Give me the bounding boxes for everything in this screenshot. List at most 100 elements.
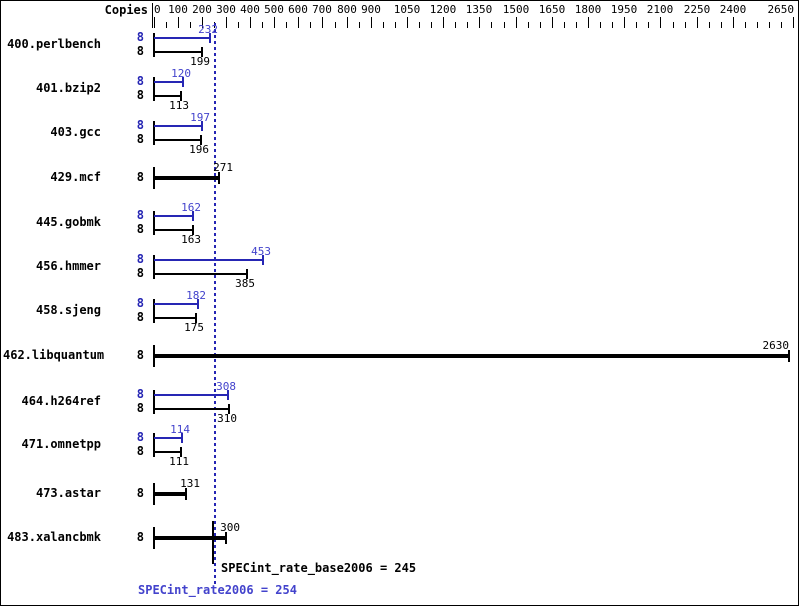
base-bar-end-cap xyxy=(201,47,203,57)
x-axis-major-tick xyxy=(322,17,323,28)
bar-start-cap xyxy=(153,77,155,101)
x-axis-minor-tick xyxy=(769,22,770,28)
base-bar-end-cap xyxy=(180,447,182,457)
peak-bar xyxy=(154,37,210,39)
base-bar xyxy=(154,536,226,540)
x-axis-major-tick xyxy=(407,17,408,28)
x-axis-tick-label: 2650 xyxy=(767,3,795,16)
copies-value-peak: 8 xyxy=(136,30,144,44)
x-axis-major-tick xyxy=(226,17,227,28)
base-metric-line xyxy=(212,521,214,564)
bar-start-cap xyxy=(153,299,155,323)
peak-bar xyxy=(154,394,228,396)
benchmark-label: 400.perlbench xyxy=(7,37,101,51)
base-value-label: 196 xyxy=(189,143,209,156)
copies-value-peak: 8 xyxy=(136,208,144,222)
x-axis-tick-label: 1350 xyxy=(465,3,493,16)
x-axis-minor-tick xyxy=(528,22,529,28)
x-axis-tick-label: 500 xyxy=(264,3,284,16)
benchmark-label: 445.gobmk xyxy=(35,215,101,229)
x-axis-tick-label: 700 xyxy=(312,3,332,16)
base-value-label: 113 xyxy=(169,99,189,112)
peak-bar-end-cap xyxy=(182,77,184,87)
x-axis-minor-tick xyxy=(359,22,360,28)
peak-value-label: 120 xyxy=(171,67,191,80)
x-axis-minor-tick xyxy=(673,22,674,28)
x-axis-major-tick xyxy=(298,17,299,28)
copies-value: 8 xyxy=(136,530,144,544)
peak-bar-end-cap xyxy=(209,33,211,43)
x-axis-major-tick xyxy=(250,17,251,28)
base-bar xyxy=(154,51,202,53)
x-axis-major-tick xyxy=(697,17,698,28)
peak-bar-end-cap xyxy=(197,299,199,309)
peak-value-label: 308 xyxy=(216,380,236,393)
bar-end-cap xyxy=(218,172,220,184)
peak-value-label: 197 xyxy=(190,111,210,124)
peak-value-label: 232 xyxy=(198,23,218,36)
copies-value-peak: 8 xyxy=(136,430,144,444)
peak-value-label: 114 xyxy=(170,423,190,436)
peak-bar xyxy=(154,303,198,305)
base-bar-end-cap xyxy=(228,404,230,414)
x-axis-tick-label: 2100 xyxy=(646,3,674,16)
x-axis-tick-label: 300 xyxy=(216,3,236,16)
x-axis-tick-label: 800 xyxy=(337,3,357,16)
x-axis-tick-label: 2400 xyxy=(719,3,747,16)
peak-value-label: 453 xyxy=(251,245,271,258)
bar-start-cap xyxy=(153,211,155,235)
x-axis-major-tick xyxy=(443,17,444,28)
peak-bar-end-cap xyxy=(192,211,194,221)
x-axis-minor-tick xyxy=(431,22,432,28)
base-bar-end-cap xyxy=(246,269,248,279)
copies-value-base: 8 xyxy=(136,266,144,280)
benchmark-label: 429.mcf xyxy=(50,170,101,184)
x-axis-tick-label: 100 xyxy=(168,3,188,16)
x-axis-tick-label: 1500 xyxy=(502,3,530,16)
x-axis-minor-tick xyxy=(467,22,468,28)
benchmark-label: 458.sjeng xyxy=(35,303,101,317)
x-axis-major-tick xyxy=(154,17,155,28)
x-axis-minor-tick xyxy=(600,22,601,28)
base-bar xyxy=(154,273,247,275)
peak-bar xyxy=(154,125,202,127)
base-bar xyxy=(154,492,186,496)
base-value-label: 300 xyxy=(220,521,240,534)
copies-value: 8 xyxy=(136,170,144,184)
x-axis-major-tick xyxy=(479,17,480,28)
copies-value-peak: 8 xyxy=(136,387,144,401)
x-axis-tick-label: 2250 xyxy=(683,3,711,16)
copies-value-peak: 8 xyxy=(136,74,144,88)
x-axis-minor-tick xyxy=(190,22,191,28)
x-axis-major-tick xyxy=(793,17,794,28)
base-value-label: 175 xyxy=(184,321,204,334)
x-axis-tick-label: 0 xyxy=(154,3,161,16)
x-axis-minor-tick xyxy=(612,22,613,28)
x-axis-major-tick xyxy=(178,17,179,28)
x-axis-minor-tick xyxy=(238,22,239,28)
peak-bar-end-cap xyxy=(201,121,203,131)
x-axis-major-tick xyxy=(733,17,734,28)
x-axis-minor-tick xyxy=(576,22,577,28)
copies-value-base: 8 xyxy=(136,222,144,236)
x-axis-tick-label: 1950 xyxy=(610,3,638,16)
peak-bar-end-cap xyxy=(181,433,183,443)
copies-value-base: 8 xyxy=(136,88,144,102)
base-bar-end-cap xyxy=(200,135,202,145)
base-bar xyxy=(154,451,181,453)
bar-start-cap xyxy=(153,433,155,457)
x-axis-minor-tick xyxy=(564,22,565,28)
x-axis-major-tick xyxy=(660,17,661,28)
benchmark-label: 483.xalancbmk xyxy=(7,530,101,544)
bar-end-cap xyxy=(225,532,227,544)
base-bar-end-cap xyxy=(180,91,182,101)
x-axis-minor-tick xyxy=(419,22,420,28)
base-value-label: 385 xyxy=(235,277,255,290)
x-axis-minor-tick xyxy=(455,22,456,28)
peak-metric-text: SPECint_rate2006 = 254 xyxy=(138,583,297,597)
x-axis-tick-label: 1800 xyxy=(574,3,602,16)
bar-start-cap xyxy=(153,33,155,57)
base-value-label: 310 xyxy=(217,412,237,425)
benchmark-label: 471.omnetpp xyxy=(21,437,101,451)
